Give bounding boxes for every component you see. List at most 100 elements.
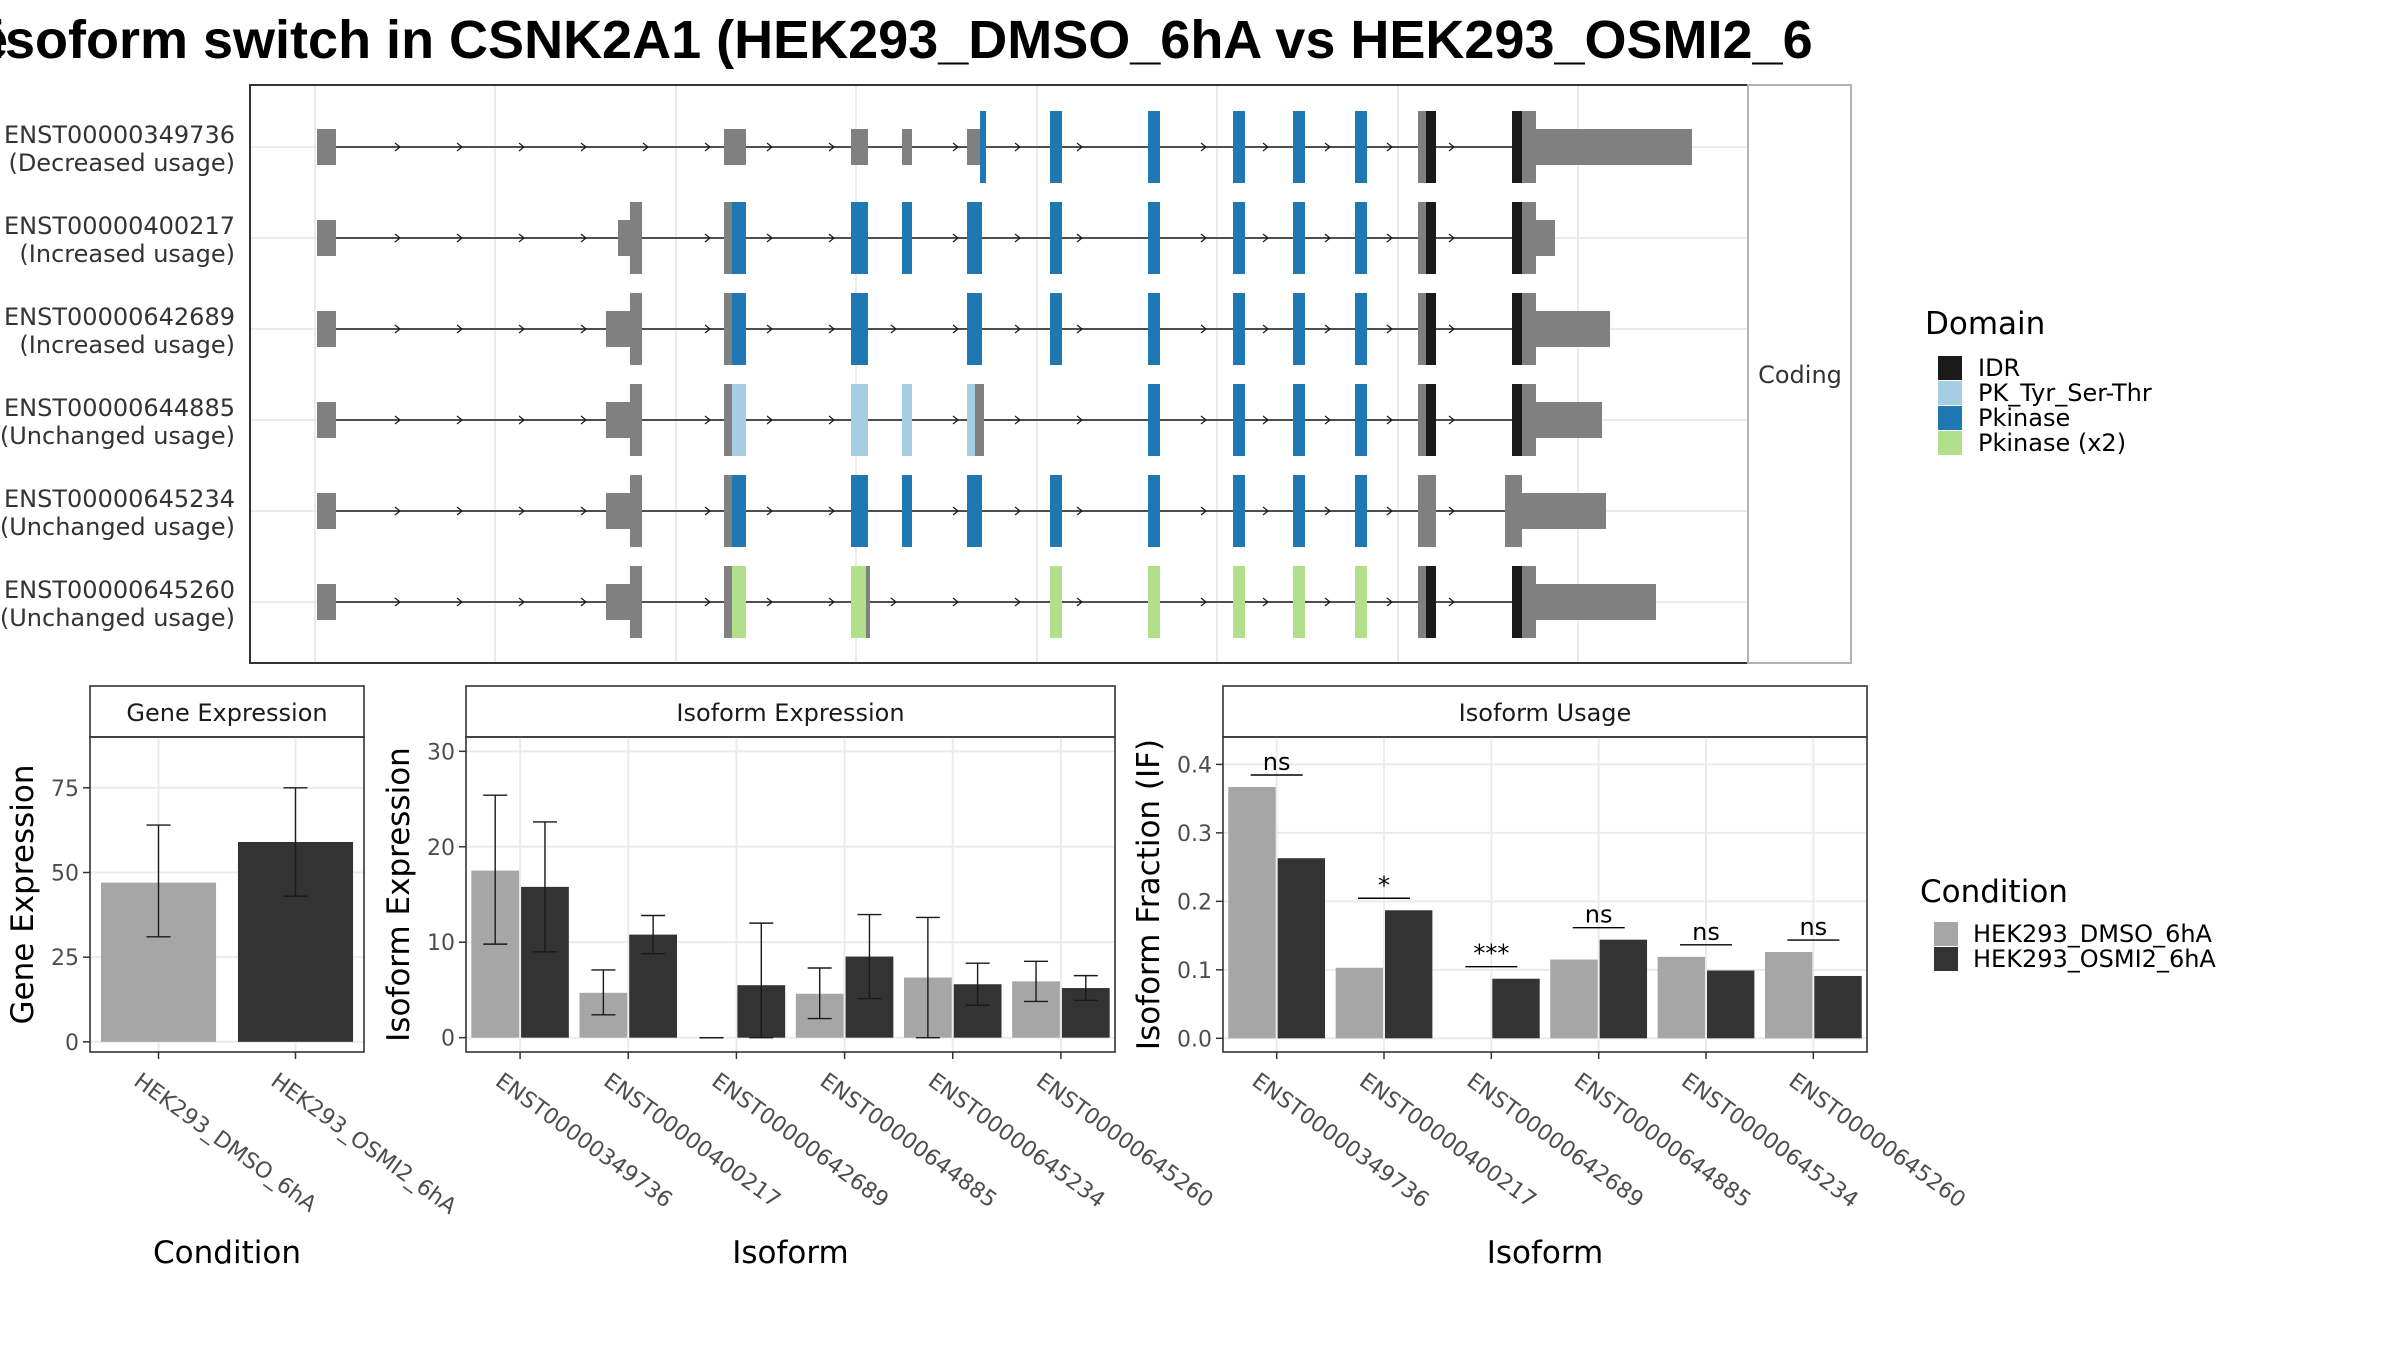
transcript-usage-label: (Increased usage) [19, 240, 235, 268]
intron-arrow [1448, 415, 1455, 425]
exon [1418, 475, 1436, 547]
panel-strip [465, 685, 1116, 738]
domain-legend-label: Pkinase (x2) [1978, 429, 2126, 457]
intron-arrow [456, 597, 463, 607]
transcript-labels: ENST00000349736(Decreased usage) ENST0000… [0, 121, 235, 632]
bar [1550, 959, 1598, 1039]
intron-arrow [1200, 506, 1207, 516]
exon [1512, 111, 1522, 183]
exon [1355, 566, 1367, 638]
exon [1293, 384, 1305, 456]
intron-arrow [1448, 597, 1455, 607]
exon [851, 384, 868, 456]
intron-arrow [394, 142, 401, 152]
intron-arrow [1324, 415, 1331, 425]
intron-arrow [1324, 324, 1331, 334]
exon [1418, 566, 1426, 638]
isoform-expression-panel: Isoform Expression 0 10 20 30 ENST00000349736… [381, 685, 1217, 1271]
exon [1148, 111, 1160, 183]
transcript-usage-label: (Decreased usage) [8, 149, 235, 177]
exon [1355, 384, 1367, 456]
exon [1148, 293, 1160, 365]
exon [1355, 111, 1367, 183]
intron-arrow [952, 597, 959, 607]
intron-arrow [1262, 324, 1269, 334]
transcript-model-ENST00000645260 [317, 566, 1656, 638]
y-tick-label: 10 [427, 931, 455, 956]
exon [630, 566, 642, 638]
domain-legend-swatch [1938, 356, 1962, 380]
condition-legend: Condition HEK293_DMSO_6hAHEK293_OSMI2_6h… [1920, 874, 2216, 973]
intron-arrow [580, 415, 587, 425]
condition-legend-label: HEK293_OSMI2_6hA [1973, 945, 2216, 973]
intron-arrow [1076, 415, 1083, 425]
condition-legend-swatch [1934, 947, 1958, 971]
intron-arrow [1386, 142, 1393, 152]
transcript-model-ENST00000642689 [317, 293, 1610, 365]
exon [1233, 384, 1245, 456]
exon [1418, 384, 1426, 456]
intron-arrow [1324, 233, 1331, 243]
intron-arrow [1076, 233, 1083, 243]
exon [1050, 475, 1062, 547]
intron-arrow [518, 142, 525, 152]
panel-title: Isoform Expression [676, 699, 904, 727]
intron-arrow [1448, 233, 1455, 243]
panel-title: Gene Expression [126, 699, 327, 727]
intron-arrow [766, 506, 773, 516]
transcript-id-label: ENST00000642689 [4, 303, 235, 331]
intron-arrow [1324, 597, 1331, 607]
x-axis-title: Isoform [732, 1235, 849, 1271]
y-tick-label: 0 [441, 1027, 455, 1052]
intron-arrow [1014, 506, 1021, 516]
structure-transcript-rows [317, 111, 1692, 638]
exon [317, 129, 336, 165]
exon [630, 384, 642, 456]
exon [1293, 202, 1305, 274]
exon [1522, 384, 1536, 456]
exon [902, 475, 912, 547]
exon [902, 202, 912, 274]
exon [1426, 384, 1436, 456]
exon [1512, 384, 1522, 456]
transcript-usage-label: (Unchanged usage) [0, 422, 235, 450]
x-tick-label: ENST00000645260 [1031, 1069, 1217, 1214]
intron-arrow [828, 415, 835, 425]
exon [606, 402, 630, 438]
exon [1536, 220, 1555, 256]
intron-arrow [456, 324, 463, 334]
exon [967, 475, 982, 547]
title-fragment: e [0, 10, 8, 70]
panel-border [1222, 736, 1868, 1053]
intron-arrow [1448, 142, 1455, 152]
exon [980, 111, 986, 183]
exon [630, 293, 642, 365]
intron-arrow [518, 415, 525, 425]
intron-arrow [766, 324, 773, 334]
intron-arrow [1076, 142, 1083, 152]
intron-arrow [1386, 597, 1393, 607]
intron-arrow [1386, 415, 1393, 425]
significance-label: ns [1585, 901, 1613, 929]
domain-legend-swatch [1938, 406, 1962, 430]
intron-arrow [580, 233, 587, 243]
exon [732, 202, 746, 274]
y-tick-label: 20 [427, 836, 455, 861]
exon [1512, 566, 1522, 638]
exon [606, 493, 630, 529]
exon [902, 129, 912, 165]
exon [1233, 111, 1245, 183]
transcript-model-ENST00000645234 [317, 475, 1606, 547]
intron-arrow [1200, 415, 1207, 425]
intron-arrow [1262, 506, 1269, 516]
exon [851, 475, 868, 547]
transcript-usage-label: (Unchanged usage) [0, 604, 235, 632]
coding-strip [1747, 84, 1852, 664]
transcript-model-ENST00000400217 [317, 202, 1555, 274]
bar [1385, 910, 1433, 1039]
significance-label: ns [1263, 748, 1291, 776]
panel-border [465, 736, 1116, 1053]
exon [1426, 202, 1436, 274]
